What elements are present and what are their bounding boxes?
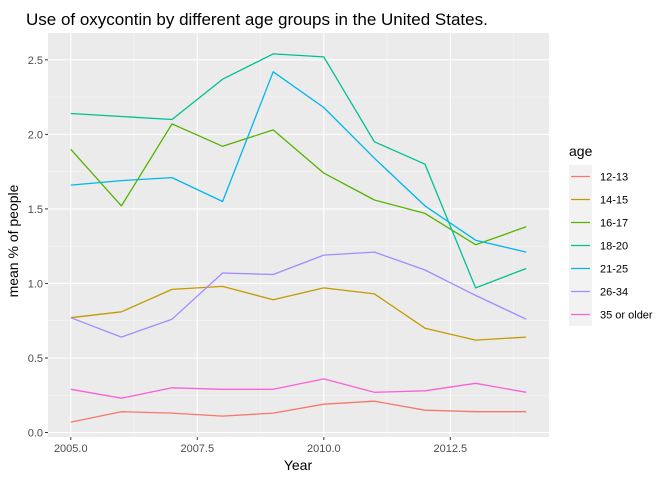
- legend-item: 21-25: [569, 257, 628, 280]
- legend-title: age: [569, 143, 593, 159]
- x-axis-ticks: 2005.0 2007.5 2010.0 2012.5: [54, 437, 467, 455]
- series-line-18-20: [70, 53, 527, 289]
- series-line-26-34: [70, 251, 527, 338]
- x-tick-label: 2012.5: [433, 443, 467, 455]
- y-tick-label: 0.5: [28, 353, 43, 365]
- legend-label: 14-15: [600, 195, 628, 207]
- y-axis-ticks: 0.0 0.5 1.0 1.5 2.0 2.5: [28, 55, 48, 440]
- y-axis-title: mean % of people: [5, 184, 21, 297]
- y-tick-label: 0.0: [28, 428, 43, 440]
- series-line-35-or-older: [70, 378, 527, 399]
- x-axis-title: Year: [284, 457, 313, 473]
- x-tick-label: 2007.5: [180, 443, 214, 455]
- series-lines: [70, 53, 527, 423]
- legend-item: 26-34: [569, 280, 628, 303]
- y-tick-label: 2.5: [28, 55, 43, 67]
- legend-item: 16-17: [569, 211, 628, 234]
- legend-item: 18-20: [569, 234, 628, 257]
- legend-label: 12-13: [600, 172, 628, 184]
- legend-label: 26-34: [600, 287, 628, 299]
- legend-item: 35 or older: [569, 303, 653, 326]
- legend-label: 35 or older: [600, 310, 653, 322]
- legend-item: 14-15: [569, 188, 628, 211]
- y-tick-label: 1.5: [28, 204, 43, 216]
- legend-label: 21-25: [600, 264, 628, 276]
- series-line-16-17: [70, 123, 527, 246]
- plot-panel: [48, 33, 549, 437]
- chart-title: Use of oxycontin by different age groups…: [26, 10, 488, 29]
- series-line-21-25: [70, 71, 527, 253]
- legend-label: 18-20: [600, 241, 628, 253]
- y-tick-label: 1.0: [28, 278, 43, 290]
- series-line-12-13: [70, 400, 527, 423]
- x-tick-label: 2005.0: [54, 443, 88, 455]
- legend-label: 16-17: [600, 218, 628, 230]
- series-line-14-15: [70, 285, 527, 341]
- legend-item: 12-13: [569, 165, 628, 188]
- x-tick-label: 2010.0: [307, 443, 341, 455]
- y-tick-label: 2.0: [28, 129, 43, 141]
- legend: age 12-13 14-15 16-17 18-20 21-25 26-34 35 or …: [569, 143, 653, 326]
- major-gridlines: [48, 33, 549, 437]
- minor-gridlines: [48, 33, 549, 437]
- legend-items: 12-13 14-15 16-17 18-20 21-25 26-34 35 or olde…: [569, 165, 653, 326]
